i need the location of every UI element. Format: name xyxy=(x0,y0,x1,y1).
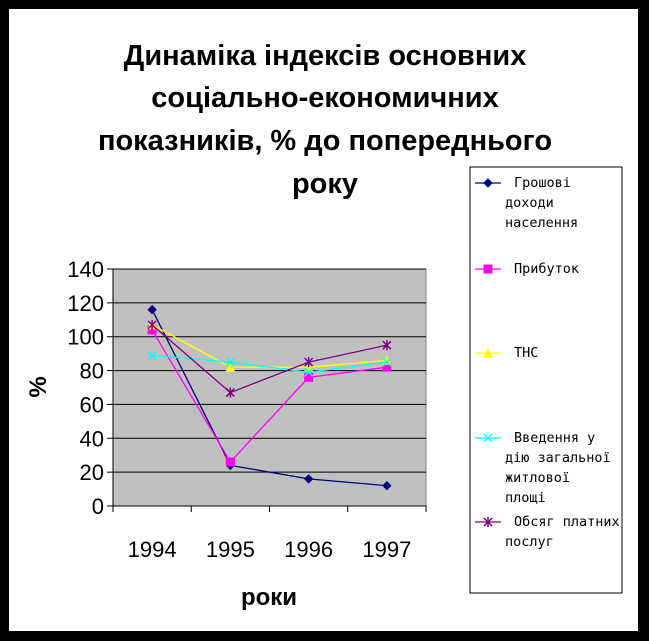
chart-frame: Динаміка індексів основних соціально-еко… xyxy=(8,8,639,632)
chart-svg: Динаміка індексів основних соціально-еко… xyxy=(25,40,623,611)
series-line xyxy=(151,324,388,394)
legend-label: Прибуток xyxy=(514,261,579,277)
legend-label: Грошові xyxy=(514,175,571,191)
data-point-stroke xyxy=(304,367,314,377)
data-point xyxy=(303,362,314,372)
data-point xyxy=(147,350,157,360)
chart-title-line-4: року xyxy=(292,168,358,200)
data-point xyxy=(225,357,235,367)
legend-label: населення xyxy=(505,215,578,231)
data-point xyxy=(304,367,314,377)
y-axis-title: % xyxy=(25,376,52,397)
data-point-stroke xyxy=(382,357,392,367)
data-point xyxy=(483,433,493,443)
legend-label: ТНС xyxy=(514,345,538,361)
data-point xyxy=(147,304,157,315)
data-point xyxy=(225,457,235,467)
x-tick-labels: 1994 1995 1996 1997 xyxy=(128,537,412,562)
plot-area xyxy=(112,268,427,507)
x-tick-label: 1995 xyxy=(206,537,255,562)
series-line xyxy=(151,329,387,464)
chart-title-line-3: показників, % до попереднього xyxy=(98,125,552,157)
chart-title: Динаміка індексів основних соціально-еко… xyxy=(98,40,552,200)
data-point xyxy=(147,319,157,330)
y-tick-label: 40 xyxy=(80,426,104,451)
y-tick-label: 140 xyxy=(67,257,104,282)
data-point xyxy=(304,357,314,368)
data-point xyxy=(304,372,314,382)
series-5 xyxy=(147,319,392,398)
x-tick-label: 1997 xyxy=(362,537,411,562)
legend-label: послуг xyxy=(505,534,554,550)
data-point xyxy=(382,357,392,367)
data-point-stroke xyxy=(483,433,493,443)
legend-label: Введення у xyxy=(514,430,595,446)
legend-label: Обсяг платних xyxy=(514,514,620,530)
legend-item-4: Введення у дію загальної житлової площі xyxy=(475,430,611,506)
legend-label: житлової xyxy=(505,470,570,486)
legend-item-5: Обсяг платних послуг xyxy=(475,514,620,550)
x-tick-label: 1994 xyxy=(128,537,177,562)
legend: Грошові доходи населення Прибуток ТНС Введенн… xyxy=(475,175,620,550)
legend-label: дію загальної xyxy=(505,450,611,466)
data-point xyxy=(225,387,235,398)
chart-title-line-1: Динаміка індексів основних xyxy=(124,40,527,72)
y-tick-label: 80 xyxy=(80,359,104,384)
data-point xyxy=(483,264,493,274)
data-point-stroke xyxy=(225,357,235,367)
y-tick-label: 60 xyxy=(80,392,104,417)
data-point xyxy=(225,362,236,372)
y-tick-label: 120 xyxy=(67,291,104,316)
x-tick-label: 1996 xyxy=(284,537,333,562)
y-tick-label: 100 xyxy=(67,325,104,350)
data-point xyxy=(382,480,392,491)
y-tick-label: 0 xyxy=(92,494,104,519)
axes xyxy=(107,268,427,512)
chart-title-line-2: соціально-економичних xyxy=(151,82,498,114)
data-point xyxy=(303,474,314,484)
x-axis-title: роки xyxy=(241,584,297,611)
legend-label: доходи xyxy=(505,195,554,211)
legend-item-3: ТНС xyxy=(475,345,538,361)
series-line xyxy=(151,309,387,487)
series-group xyxy=(147,304,392,491)
y-tick-label: 20 xyxy=(80,460,104,485)
data-point xyxy=(483,178,493,188)
legend-item-2: Прибуток xyxy=(475,261,579,277)
series-2 xyxy=(147,325,392,467)
data-point xyxy=(483,517,493,527)
legend-label: площі xyxy=(505,490,546,506)
data-point-stroke xyxy=(147,350,157,360)
data-point xyxy=(483,347,493,358)
y-tick-labels: 0 20 40 60 80 100 120 140 xyxy=(67,257,104,519)
data-point xyxy=(382,340,392,351)
legend-item-1: Грошові доходи населення xyxy=(475,175,578,231)
